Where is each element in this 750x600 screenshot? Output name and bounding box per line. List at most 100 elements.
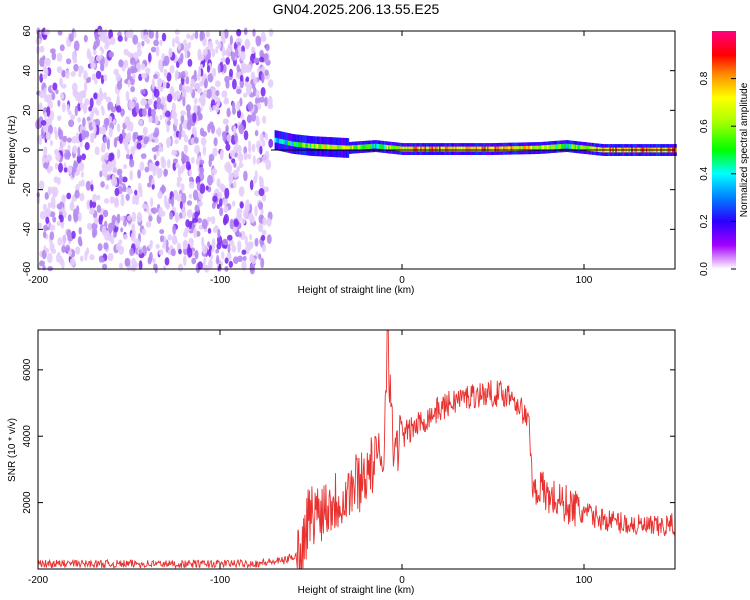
noise-cell — [92, 44, 97, 51]
noise-cell — [142, 203, 147, 209]
noise-cell — [199, 113, 203, 121]
noise-cell — [122, 234, 128, 240]
noise-cell — [134, 196, 139, 206]
band-core-cell — [345, 145, 348, 151]
noise-cell — [167, 234, 173, 241]
band-core-cell — [331, 144, 334, 150]
noise-cell — [60, 93, 65, 100]
band-core-cell — [414, 146, 417, 152]
noise-cell — [73, 213, 79, 223]
noise-cell — [129, 169, 133, 181]
band-core-cell — [535, 145, 537, 151]
noise-cell — [66, 104, 70, 113]
noise-cell — [225, 57, 230, 65]
band-core-cell — [293, 141, 296, 147]
noise-cell — [250, 215, 255, 224]
noise-cell — [236, 28, 242, 37]
noise-cell — [249, 179, 254, 191]
band-core-cell — [523, 146, 526, 151]
noise-cell — [178, 193, 182, 201]
noise-cell — [103, 74, 108, 82]
noise-cell — [166, 158, 171, 169]
band-core-cell — [382, 144, 385, 150]
noise-cell — [241, 63, 247, 74]
band-core-cell — [565, 143, 568, 149]
noise-cell — [57, 99, 61, 107]
band-core-cell — [440, 146, 443, 152]
noise-cell — [201, 244, 208, 254]
noise-cell — [130, 86, 136, 93]
noise-cell — [202, 49, 208, 56]
noise-cell — [207, 174, 213, 186]
band-core-cell — [430, 146, 433, 152]
noise-cell — [267, 95, 273, 107]
noise-cell — [150, 207, 155, 213]
noise-cell — [40, 120, 47, 126]
noise-cell — [261, 243, 267, 253]
noise-cell — [226, 107, 231, 118]
noise-cell — [247, 114, 252, 124]
noise-cell — [239, 97, 243, 107]
noise-cell — [231, 158, 236, 164]
band-core-cell — [356, 145, 358, 150]
noise-cell — [245, 199, 250, 210]
noise-cell — [233, 180, 237, 189]
band-core-cell — [526, 145, 529, 151]
band-core-cell — [555, 144, 558, 150]
noise-cell — [251, 112, 256, 122]
noise-cell — [152, 257, 156, 264]
noise-cell — [171, 149, 177, 156]
noise-cell — [262, 154, 268, 164]
noise-cell — [164, 110, 171, 118]
noise-cell — [45, 216, 50, 224]
noise-cell — [77, 212, 82, 222]
noise-cell — [192, 112, 197, 123]
noise-cell — [258, 201, 264, 210]
noise-cell — [75, 205, 80, 215]
band-core-cell — [341, 145, 344, 151]
noise-cell — [116, 93, 120, 104]
noise-cell — [179, 165, 184, 174]
noise-cell — [248, 143, 252, 154]
noise-cell — [243, 208, 249, 219]
band-core-cell — [442, 146, 444, 152]
noise-cell — [66, 192, 72, 200]
noise-cell — [145, 221, 152, 228]
colorbar-gradient — [712, 31, 736, 269]
band-core-cell — [357, 144, 360, 150]
noise-cell — [140, 98, 147, 106]
band-core-cell — [581, 145, 584, 151]
noise-cell — [55, 151, 61, 162]
noise-cell — [207, 40, 214, 52]
noise-cell — [80, 171, 84, 178]
snr-series-line — [37, 329, 676, 570]
noise-cell — [87, 222, 92, 230]
noise-cell — [217, 41, 222, 49]
noise-cell — [241, 260, 247, 271]
noise-cell — [115, 242, 121, 251]
noise-cell — [233, 219, 239, 228]
noise-cell — [43, 87, 47, 97]
noise-cell — [236, 64, 240, 73]
noise-cell — [71, 82, 78, 93]
y-tick-label: 0 — [22, 147, 33, 153]
band-core-cell — [418, 146, 421, 152]
noise-cell — [68, 250, 73, 256]
x-tick-label: -200 — [28, 575, 48, 586]
noise-cell — [225, 143, 231, 151]
noise-cell — [120, 227, 124, 233]
noise-cell — [152, 132, 159, 138]
noise-cell — [141, 40, 145, 47]
noise-cell — [56, 52, 63, 62]
noise-cell — [104, 152, 110, 161]
noise-cell — [117, 35, 123, 42]
band-core-cell — [396, 146, 399, 151]
band-core-cell — [299, 142, 302, 148]
noise-cell — [206, 65, 211, 73]
noise-cell — [207, 248, 212, 257]
noise-cell — [243, 130, 249, 141]
noise-cell — [125, 153, 130, 160]
noise-cell — [229, 35, 233, 46]
noise-cell — [183, 39, 187, 47]
noise-cell — [42, 265, 46, 271]
